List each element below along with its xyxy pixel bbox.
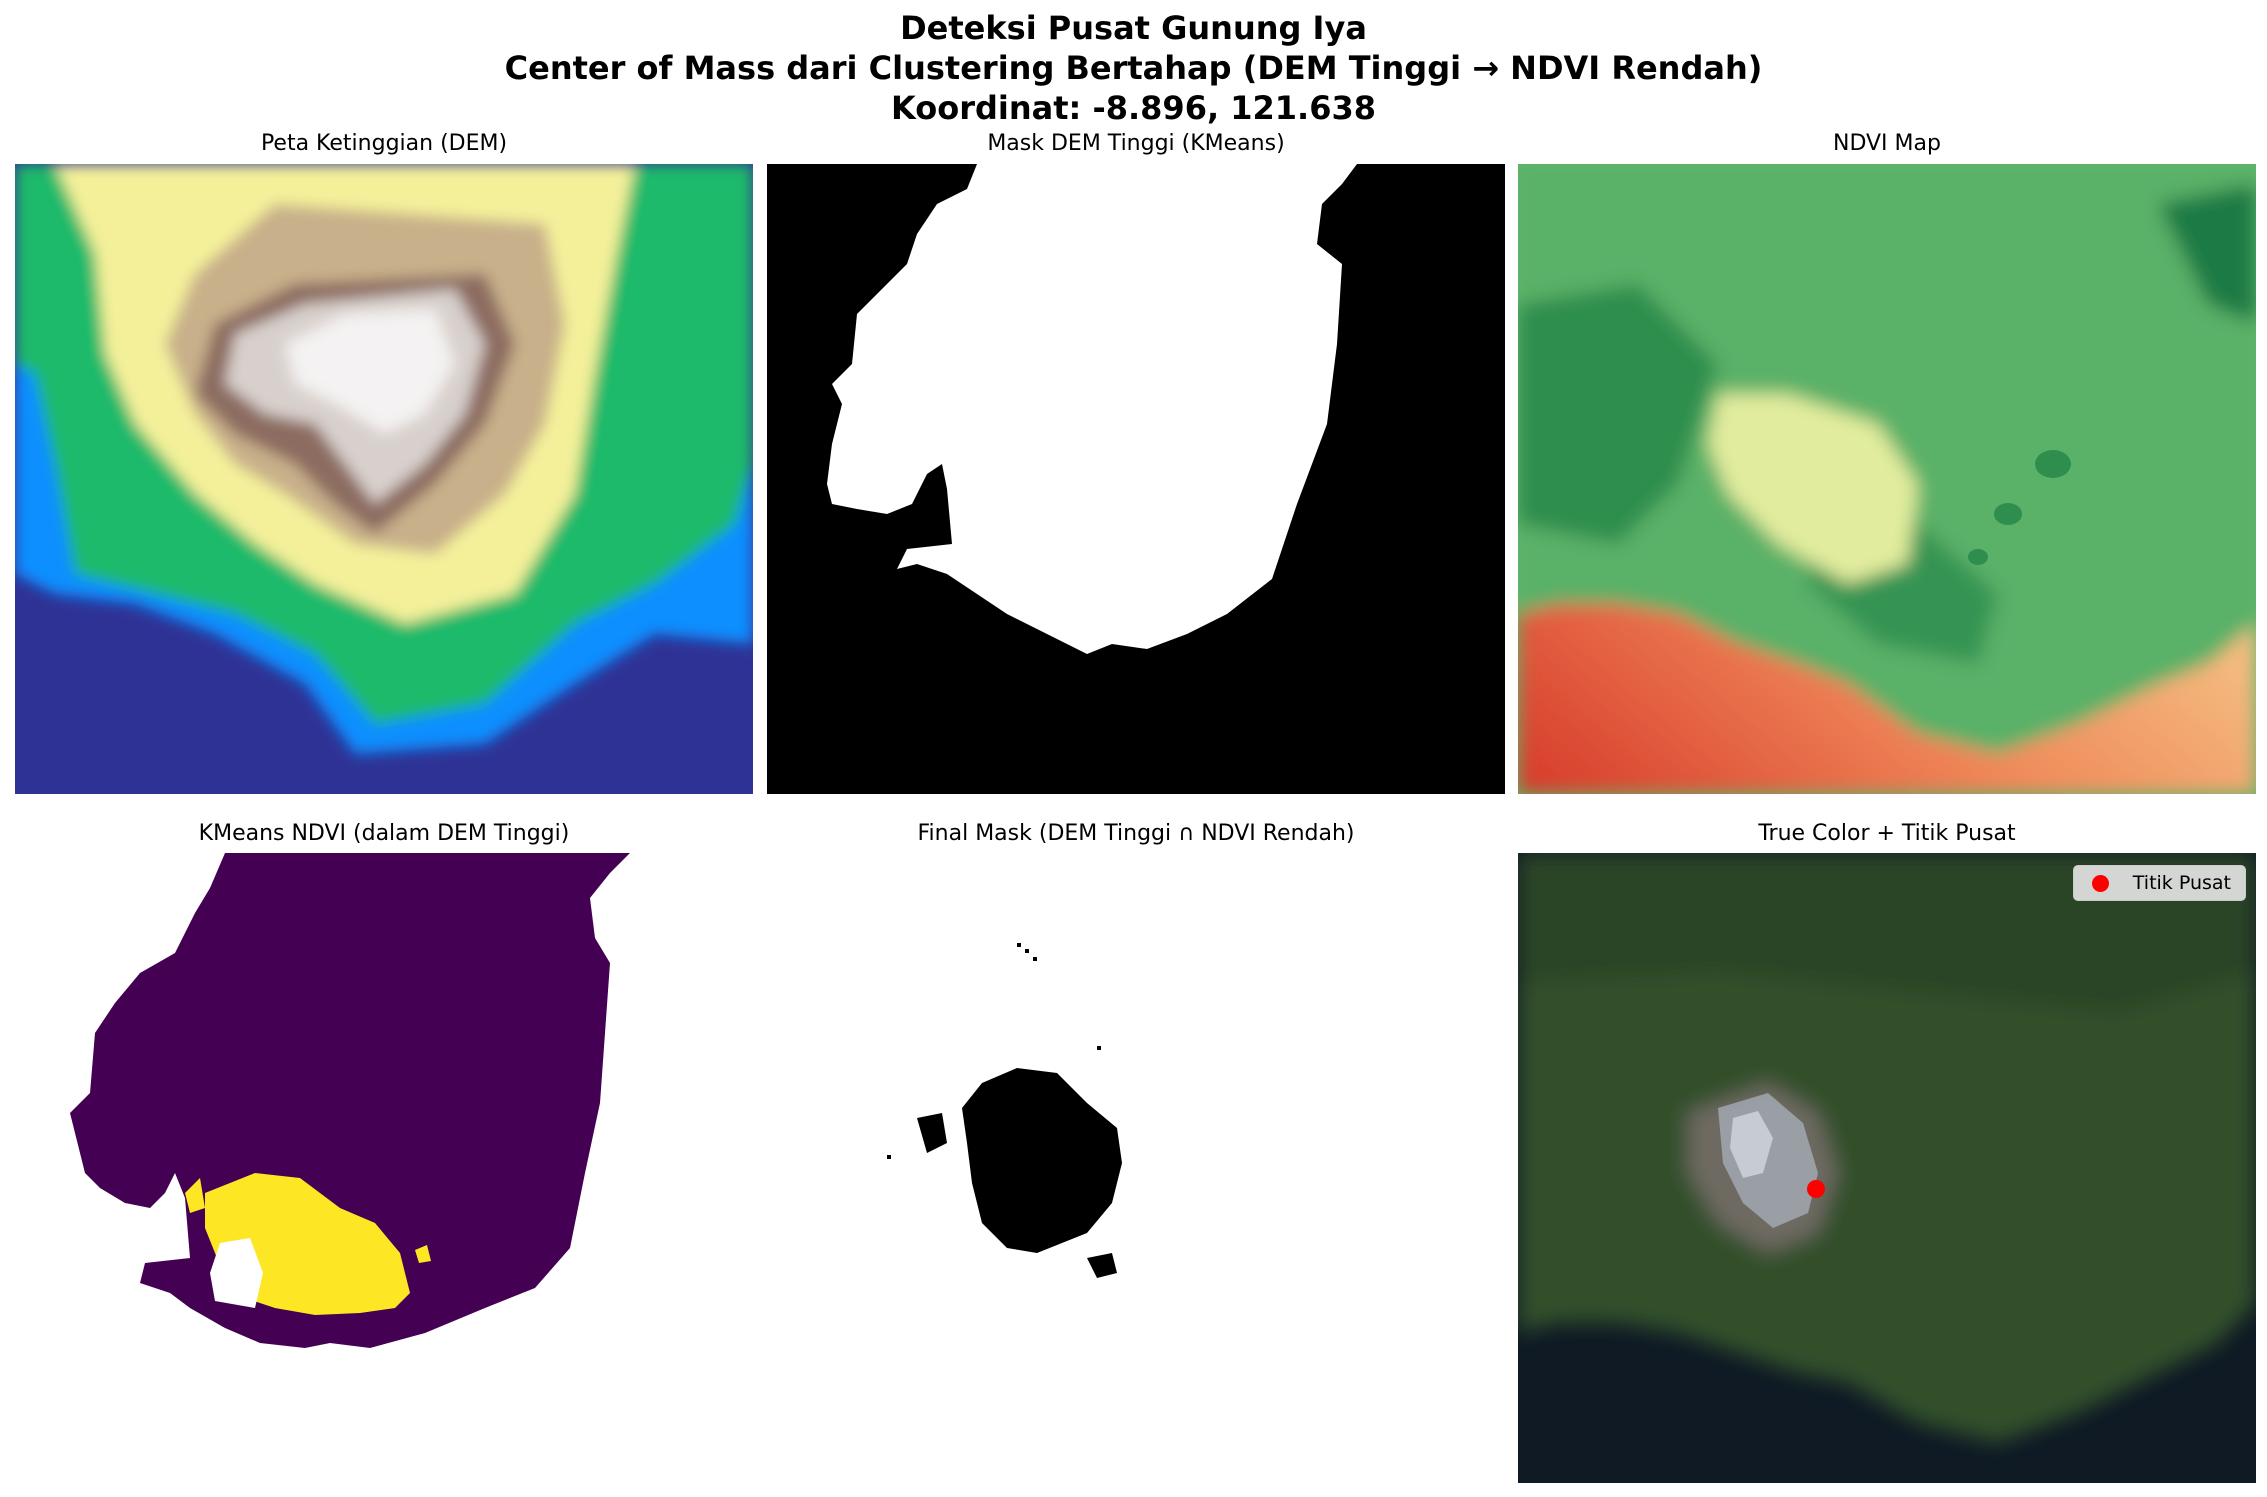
figure-title: Deteksi Pusat Gunung Iya Center of Mass … [0, 8, 2267, 128]
kmeans-ndvi-image [15, 853, 753, 1483]
panel-title-true-color: True Color + Titik Pusat [1758, 821, 2016, 846]
panel-title-kmeans-ndvi: KMeans NDVI (dalam DEM Tinggi) [198, 821, 570, 846]
dem-mask-image [767, 164, 1505, 794]
panel-title-final-mask: Final Mask (DEM Tinggi ∩ NDVI Rendah) [917, 821, 1355, 846]
ndvi-heatmap [1518, 164, 2256, 794]
figure-title-line-2: Center of Mass dari Clustering Bertahap … [504, 49, 1763, 87]
ndvi-map [1518, 164, 2256, 794]
dem-high-mask [767, 164, 1505, 794]
figure-title-line-1: Deteksi Pusat Gunung Iya [900, 9, 1367, 47]
kmeans-ndvi-map [15, 853, 753, 1483]
panel-title-ndvi: NDVI Map [1833, 131, 1941, 156]
figure-title-line-3: Koordinat: -8.896, 121.638 [890, 89, 1376, 127]
true-color-image [1518, 853, 2256, 1483]
legend: Titik Pusat [2072, 865, 2246, 901]
legend-label: Titik Pusat [2132, 872, 2231, 894]
dem-heatmap [15, 164, 753, 794]
panel-title-dem-mask: Mask DEM Tinggi (KMeans) [987, 131, 1285, 156]
true-color-map: Titik Pusat [1518, 853, 2256, 1483]
dem-elevation-map [15, 164, 753, 794]
circle-marker-icon [2091, 874, 2109, 892]
final-mask-image [767, 853, 1505, 1483]
final-mask-map [767, 853, 1505, 1483]
center-point-marker [1807, 1180, 1825, 1198]
panel-title-dem: Peta Ketinggian (DEM) [260, 131, 508, 156]
